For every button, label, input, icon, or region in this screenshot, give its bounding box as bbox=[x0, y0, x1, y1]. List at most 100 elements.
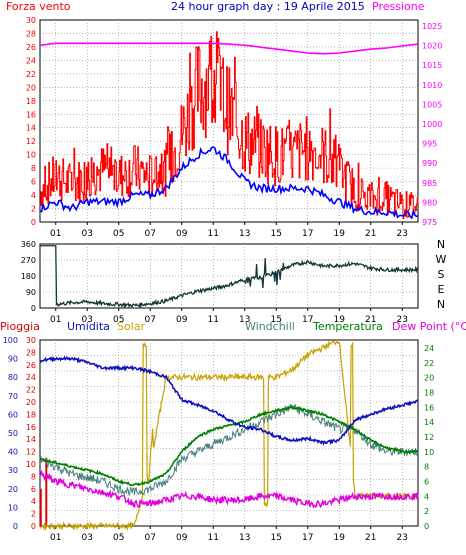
temperature-y-tick-label: 8 bbox=[424, 463, 429, 472]
humidity-y-tick-label: 40 bbox=[8, 448, 18, 457]
legend-dew-point-c-: Dew Point (°C) bbox=[392, 320, 466, 333]
legend-pioggia: Pioggia bbox=[0, 320, 40, 333]
dir-x-tick-label: 17 bbox=[302, 315, 313, 325]
rain-y-tick-label: 4 bbox=[31, 497, 36, 506]
graph-title: 24 hour graph day : 19 Aprile 2015 bbox=[171, 0, 365, 13]
wind-y-tick-label: 8 bbox=[31, 164, 36, 173]
wind-y-tick-label: 20 bbox=[26, 83, 36, 92]
pressure-y-tick-label: 1000 bbox=[422, 120, 442, 129]
wind-y-tick-label: 12 bbox=[26, 137, 36, 146]
wind-y-tick-label: 2 bbox=[31, 205, 36, 214]
wind-x-tick-label: 09 bbox=[176, 229, 188, 239]
dir-x-tick-label: 01 bbox=[50, 315, 61, 325]
pressure-y-tick-label: 1015 bbox=[422, 61, 442, 70]
rain-y-tick-label: 0 bbox=[31, 522, 36, 531]
rain-y-tick-label: 8 bbox=[31, 472, 36, 481]
humidity-y-tick-label: 60 bbox=[8, 410, 18, 419]
bottom-x-tick-label: 15 bbox=[271, 533, 282, 543]
bottom-x-tick-label: 11 bbox=[208, 533, 219, 543]
temperature-y-tick-label: 24 bbox=[424, 344, 434, 353]
compass-label: W bbox=[436, 253, 447, 266]
wind-y-tick-label: 30 bbox=[26, 16, 36, 25]
pressure-y-tick-label: 1010 bbox=[422, 81, 442, 90]
rain-y-tick-label: 2 bbox=[31, 510, 36, 519]
legend-umidita: Umidita bbox=[67, 320, 110, 333]
dir-x-tick-label: 19 bbox=[334, 315, 346, 325]
dir-x-tick-label: 07 bbox=[145, 315, 156, 325]
wind-x-tick-label: 11 bbox=[208, 229, 219, 239]
temperature-y-tick-label: 18 bbox=[424, 389, 434, 398]
bottom-x-tick-label: 05 bbox=[113, 533, 124, 543]
rain-y-tick-label: 26 bbox=[26, 361, 36, 370]
wind-x-tick-label: 01 bbox=[50, 229, 61, 239]
bottom-x-tick-label: 09 bbox=[176, 533, 188, 543]
wind-x-tick-label: 17 bbox=[302, 229, 313, 239]
dir-y-tick-label: 180 bbox=[21, 272, 36, 281]
pressure-y-tick-label: 1020 bbox=[422, 42, 442, 51]
temperature-y-tick-label: 10 bbox=[424, 448, 434, 457]
bottom-x-tick-label: 03 bbox=[82, 533, 93, 543]
humidity-y-tick-label: 90 bbox=[8, 355, 18, 364]
temperature-y-tick-label: 20 bbox=[424, 374, 434, 383]
temperature-y-tick-label: 12 bbox=[424, 433, 434, 442]
dir-x-tick-label: 11 bbox=[208, 315, 219, 325]
temperature-y-tick-label: 2 bbox=[424, 507, 429, 516]
wind-y-tick-label: 26 bbox=[26, 43, 36, 52]
dir-x-tick-label: 09 bbox=[176, 315, 188, 325]
wind-x-tick-label: 05 bbox=[113, 229, 124, 239]
wind-average-line bbox=[39, 146, 419, 220]
pressure-y-tick-label: 985 bbox=[422, 179, 437, 188]
legend-temperatura: Temperatura bbox=[312, 320, 383, 333]
rain-y-tick-label: 16 bbox=[26, 423, 36, 432]
compass-label: N bbox=[437, 238, 445, 251]
dir-x-tick-label: 13 bbox=[239, 315, 250, 325]
pressure-line bbox=[39, 42, 419, 55]
wind-x-tick-label: 03 bbox=[82, 229, 93, 239]
temperature-y-tick-label: 4 bbox=[424, 492, 429, 501]
wind-x-tick-label: 23 bbox=[397, 229, 408, 239]
wind-y-tick-label: 24 bbox=[26, 56, 36, 65]
dir-x-tick-label: 23 bbox=[397, 315, 408, 325]
wind-y-tick-label: 14 bbox=[26, 124, 36, 133]
dir-x-tick-label: 03 bbox=[82, 315, 93, 325]
rain-y-tick-label: 10 bbox=[26, 460, 36, 469]
temperature-y-tick-label: 16 bbox=[424, 403, 434, 412]
wind-axis-title: Forza vento bbox=[6, 0, 71, 13]
bottom-x-tick-label: 13 bbox=[239, 533, 250, 543]
wind-direction-line bbox=[40, 245, 419, 309]
dir-y-tick-label: 90 bbox=[26, 288, 36, 297]
bottom-x-tick-label: 21 bbox=[365, 533, 376, 543]
compass-label: S bbox=[438, 268, 445, 281]
bottom-x-tick-label: 23 bbox=[397, 533, 408, 543]
humidity-y-tick-label: 70 bbox=[8, 392, 18, 401]
humidity-y-tick-label: 30 bbox=[8, 466, 18, 475]
pressure-y-tick-label: 995 bbox=[422, 140, 437, 149]
pressure-y-tick-label: 1005 bbox=[422, 100, 442, 109]
wind-y-tick-label: 0 bbox=[31, 218, 36, 227]
dir-y-tick-label: 360 bbox=[21, 240, 36, 249]
wind-y-tick-label: 4 bbox=[31, 191, 36, 200]
compass-label: N bbox=[437, 298, 445, 311]
humidity-y-tick-label: 100 bbox=[3, 336, 18, 345]
temperature-line bbox=[39, 404, 419, 487]
temperature-y-tick-label: 0 bbox=[424, 522, 429, 531]
pressure-y-tick-label: 990 bbox=[422, 159, 437, 168]
bottom-x-tick-label: 01 bbox=[50, 533, 61, 543]
wind-x-tick-label: 21 bbox=[365, 229, 376, 239]
dew-point-line bbox=[39, 469, 419, 509]
legend-windchill: Windchill bbox=[245, 320, 295, 333]
wind-x-tick-label: 15 bbox=[271, 229, 282, 239]
rain-y-tick-label: 18 bbox=[26, 410, 36, 419]
humidity-y-tick-label: 80 bbox=[8, 373, 18, 382]
rain-y-tick-label: 12 bbox=[26, 448, 36, 457]
wind-y-tick-label: 6 bbox=[31, 178, 36, 187]
rain-y-tick-label: 22 bbox=[26, 386, 36, 395]
wind-y-tick-label: 16 bbox=[26, 110, 36, 119]
dir-y-tick-label: 270 bbox=[21, 256, 36, 265]
humidity-y-tick-label: 10 bbox=[8, 503, 18, 512]
legend-solar: Solar bbox=[117, 320, 146, 333]
pressure-y-tick-label: 975 bbox=[422, 218, 437, 227]
wind-y-tick-label: 28 bbox=[26, 29, 36, 38]
